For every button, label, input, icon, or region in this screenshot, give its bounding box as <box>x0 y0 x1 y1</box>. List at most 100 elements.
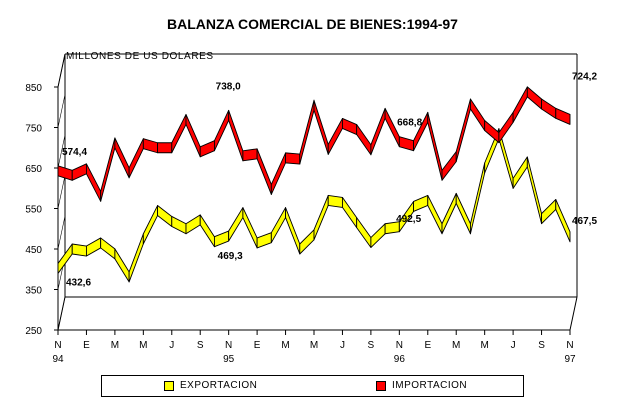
legend-swatch-import <box>376 380 386 391</box>
ribbon-segment <box>427 111 443 181</box>
x-year-label: 94 <box>52 354 64 365</box>
ribbon-segment <box>512 156 528 189</box>
ribbon-segment <box>157 142 173 154</box>
y-tick-depth <box>57 215 66 250</box>
ribbon-segment <box>313 194 329 241</box>
x-tick-label: M <box>480 340 488 351</box>
ribbon-segment <box>413 194 429 212</box>
ribbon-segment <box>256 148 272 195</box>
ribbon-segment <box>526 86 543 110</box>
data-annotation: 574,4 <box>62 147 87 158</box>
ribbon-segment <box>455 192 471 235</box>
ribbon-segment <box>370 107 386 156</box>
data-annotation: 738,0 <box>216 81 241 92</box>
x-tick-label: J <box>511 340 516 351</box>
ribbon-segment <box>185 113 201 158</box>
ribbon-segment <box>114 248 130 283</box>
x-year-label: 96 <box>394 354 406 365</box>
ribbon-segment <box>100 237 116 260</box>
ribbon-segment <box>171 113 187 154</box>
x-tick-label: M <box>452 340 460 351</box>
axes-layer <box>54 53 578 335</box>
x-tick-label: M <box>111 340 119 351</box>
ribbon-segment <box>356 124 372 156</box>
floor-right-edge <box>569 296 578 331</box>
data-annotation: 467,5 <box>572 216 597 227</box>
y-tick-depth <box>57 296 66 331</box>
x-tick-label: N <box>396 340 403 351</box>
y-tick-label: 550 <box>25 205 42 216</box>
legend-item-export: EXPORTACION <box>164 380 257 391</box>
ribbon-segment <box>341 117 358 135</box>
ribbon-segment <box>57 165 73 181</box>
ribbon-segment <box>370 223 386 248</box>
ribbon-segment <box>213 109 230 152</box>
ribbon-segment <box>71 163 87 181</box>
y-axis-title: MILLONES DE US DOLARES <box>66 51 214 62</box>
label-layer: MILLONES DE US DOLARES 250 350 450 550 650 750… <box>25 51 597 365</box>
x-tick-label: J <box>340 340 345 351</box>
ribbon-segment <box>85 237 102 257</box>
legend-label-export: EXPORTACION <box>180 380 258 391</box>
ribbon-segment <box>356 217 372 248</box>
ribbon-segment <box>185 214 201 235</box>
ribbon-segment <box>242 148 258 162</box>
ribbon-segment <box>484 120 500 144</box>
ribbon-segment <box>555 198 571 243</box>
ribbon-segment <box>469 98 486 131</box>
ribbon-segment <box>327 117 343 155</box>
y-tick-label: 750 <box>25 124 42 135</box>
ribbon-segment <box>199 140 215 158</box>
x-tick-label: M <box>139 340 147 351</box>
y-tick-label: 850 <box>25 83 42 94</box>
ribbon-segment <box>441 192 457 235</box>
ribbon-segment <box>541 198 557 225</box>
data-annotation: 668,8 <box>397 117 422 128</box>
ribbon-segment <box>199 214 215 248</box>
ribbon-segment <box>71 243 87 257</box>
ribbon-segment <box>142 138 159 154</box>
ribbon-segment <box>256 232 272 249</box>
y-tick-depth <box>57 53 66 88</box>
ribbon-segment <box>498 111 514 144</box>
data-annotation: 724,2 <box>572 71 597 82</box>
x-tick-label: E <box>83 340 90 351</box>
ribbon-segment <box>228 207 244 242</box>
legend-item-import: IMPORTACION <box>376 380 467 391</box>
ribbon-segment <box>242 207 258 249</box>
ribbon-segment <box>285 152 301 165</box>
ribbon-segment <box>285 207 301 255</box>
legend-swatch-export <box>164 380 174 391</box>
y-tick-label: 650 <box>25 164 42 175</box>
x-year-label: 95 <box>223 354 235 365</box>
y-tick-label: 250 <box>25 326 42 337</box>
ribbon-segment <box>526 156 543 225</box>
legend-label-import: IMPORTACION <box>392 380 468 391</box>
x-tick-label: M <box>281 340 289 351</box>
data-annotation: 432,6 <box>66 277 91 288</box>
ribbon-segment <box>142 205 159 245</box>
ribbon-segment <box>114 137 130 179</box>
ribbon-segment <box>555 107 571 125</box>
ribbon-segment <box>171 216 187 235</box>
x-tick-label: N <box>225 340 232 351</box>
ribbon-segment <box>299 229 315 255</box>
x-tick-label: J <box>169 340 174 351</box>
x-tick-label: N <box>54 340 61 351</box>
ribbon-segment <box>541 98 557 119</box>
x-tick-label: E <box>424 340 431 351</box>
ribbon-segment <box>455 98 471 163</box>
data-annotation: 492,5 <box>396 214 421 225</box>
ribbon-segment <box>512 86 528 123</box>
y-tick-label: 350 <box>25 286 42 297</box>
ribbon-segment <box>469 162 486 235</box>
ribbon-segment <box>228 109 244 162</box>
ribbon-segment <box>128 138 144 179</box>
y-tick-depth <box>57 134 66 169</box>
ribbon-segment <box>100 137 116 202</box>
ribbon-segment <box>427 194 443 235</box>
ribbon-segment <box>213 230 230 248</box>
y-tick-depth <box>57 175 66 209</box>
ribbon-segment <box>85 163 102 202</box>
